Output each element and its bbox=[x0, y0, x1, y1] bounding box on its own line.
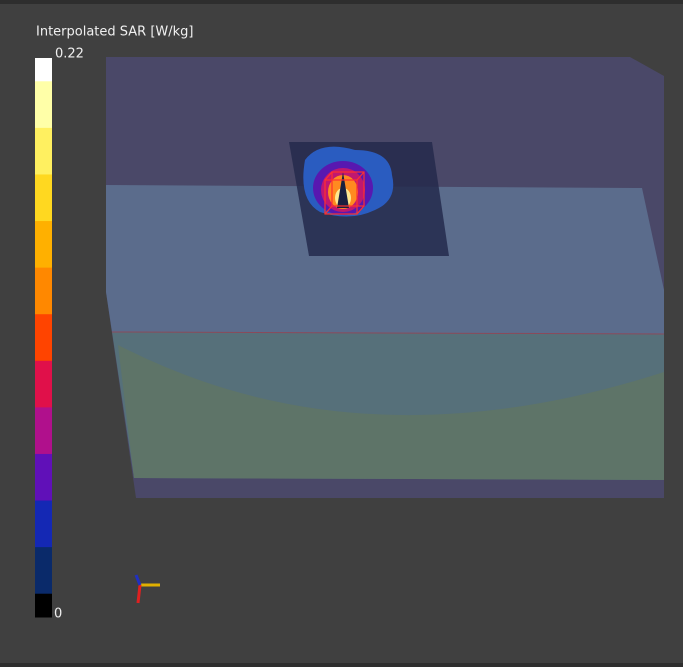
phantom-top bbox=[106, 185, 664, 334]
colorbar-segment bbox=[35, 407, 52, 455]
colorbar-segment bbox=[35, 360, 52, 408]
colorbar-max-label: 0.22 bbox=[55, 47, 84, 62]
colorbar-segment bbox=[35, 81, 52, 129]
scene bbox=[106, 57, 665, 498]
colorbar-segment bbox=[35, 267, 52, 315]
colorbar-segment bbox=[35, 593, 52, 618]
colorbar bbox=[35, 58, 52, 618]
colorbar-segment bbox=[35, 221, 52, 269]
colorbar-segment bbox=[35, 174, 52, 222]
bottom-border bbox=[0, 663, 683, 667]
colorbar-segment bbox=[35, 547, 52, 595]
edge bbox=[111, 331, 665, 335]
colorbar-segment bbox=[35, 453, 52, 502]
colorbar-min-label: 0 bbox=[54, 607, 62, 622]
colorbar-title: Interpolated SAR [W/kg] bbox=[36, 25, 194, 40]
colorbar-segment bbox=[35, 127, 52, 175]
wireframe-cube bbox=[324, 171, 365, 215]
colorbar-segment bbox=[35, 314, 52, 362]
liquid-region bbox=[118, 345, 664, 480]
axes-triad bbox=[134, 574, 160, 604]
antenna bbox=[337, 172, 349, 208]
top-border bbox=[0, 0, 683, 4]
colorbar-segment bbox=[35, 500, 52, 548]
colorbar-segment bbox=[35, 58, 52, 82]
